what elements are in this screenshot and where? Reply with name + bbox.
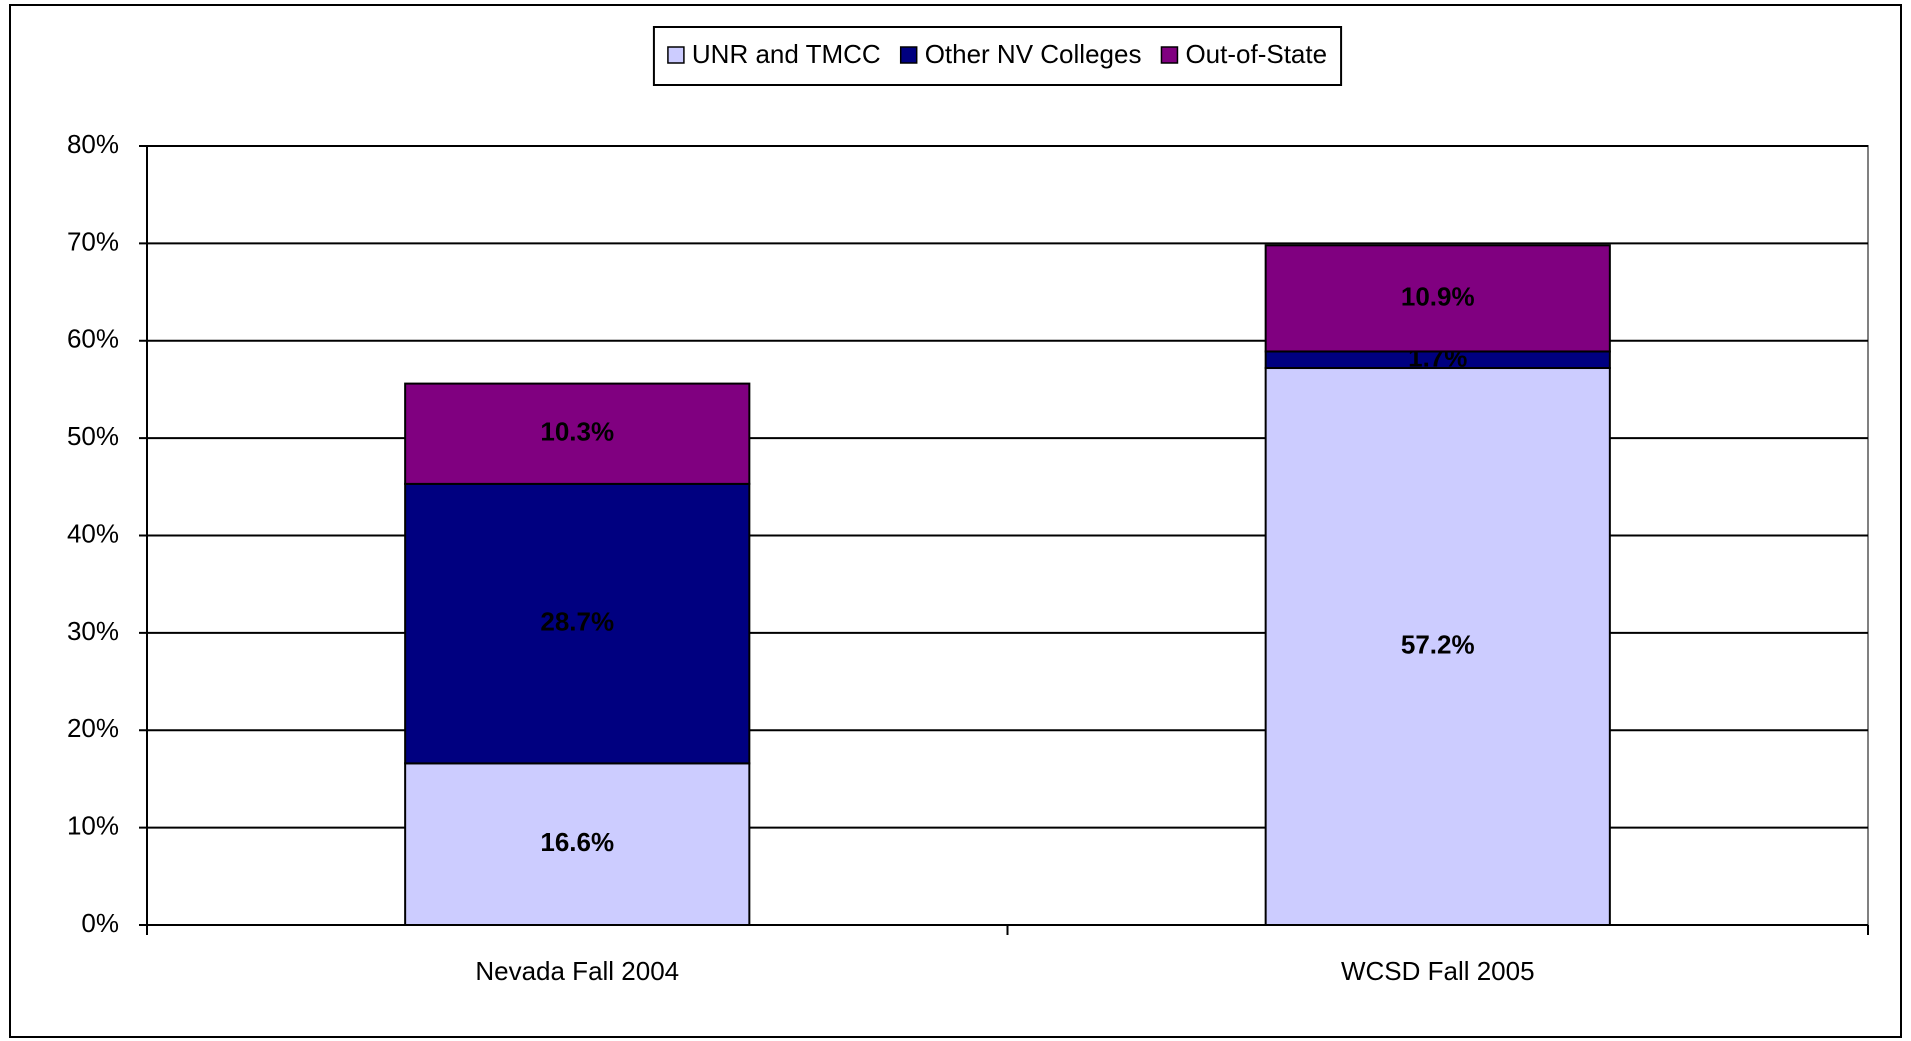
y-tick-label: 10%	[67, 811, 119, 841]
bar-segment	[1264, 244, 1611, 353]
legend-label: Other NV Colleges	[925, 39, 1142, 69]
legend-swatch	[1160, 46, 1179, 64]
y-tick-label: 50%	[67, 421, 119, 451]
legend-swatch	[899, 46, 918, 64]
value-label: 28.7%	[540, 606, 614, 636]
x-tick-label: WCSD Fall 2005	[1341, 956, 1535, 986]
y-tick-label: 40%	[67, 518, 119, 548]
y-tick-label: 80%	[67, 129, 119, 159]
bar-segment	[404, 382, 751, 485]
y-tick-label: 30%	[67, 616, 119, 646]
y-tick-label: 0%	[81, 908, 119, 938]
value-label: 10.9%	[1401, 281, 1475, 311]
x-tick-label: Nevada Fall 2004	[475, 956, 679, 986]
y-tick-label: 60%	[67, 324, 119, 354]
value-label: 16.6%	[540, 827, 614, 857]
legend-box	[652, 26, 1343, 86]
value-label: 57.2%	[1401, 629, 1475, 659]
legend-swatch	[667, 46, 685, 64]
legend-label: Out-of-State	[1185, 39, 1327, 69]
value-label: 10.3%	[540, 417, 614, 447]
bar-segment	[404, 762, 751, 926]
legend-label: UNR and TMCC	[692, 39, 881, 69]
bar-segment	[1264, 367, 1611, 926]
y-tick-label: 70%	[67, 226, 119, 256]
y-tick-label: 20%	[67, 713, 119, 743]
